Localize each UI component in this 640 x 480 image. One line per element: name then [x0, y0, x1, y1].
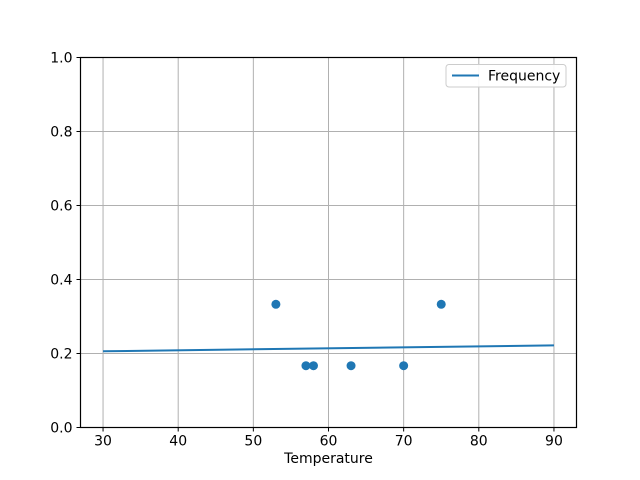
- gridlines: [80, 57, 577, 428]
- x-tick-labels: 30 40 50 60 70 80 90: [94, 434, 563, 450]
- y-tick-label: 0.4: [50, 273, 72, 289]
- scatter-point: [271, 299, 281, 309]
- line-series: [103, 344, 554, 353]
- legend: Frequency: [445, 64, 567, 88]
- scatter-point: [436, 299, 446, 309]
- scatter-point: [346, 361, 356, 371]
- legend-label: Frequency: [488, 69, 560, 85]
- x-tick-label: 50: [244, 434, 262, 450]
- x-axis-label: Temperature: [283, 451, 373, 467]
- x-tick-label: 90: [545, 434, 563, 450]
- axis-ticks: [76, 57, 555, 432]
- x-tick-label: 80: [470, 434, 488, 450]
- scatter-point: [301, 361, 311, 371]
- y-tick-label: 0.6: [50, 199, 72, 215]
- x-tick-label: 60: [320, 434, 338, 450]
- trend-line: [103, 344, 554, 353]
- scatter-series: [271, 299, 446, 371]
- x-tick-label: 30: [94, 434, 112, 450]
- x-tick-label: 70: [395, 434, 413, 450]
- y-tick-label: 0.2: [50, 347, 72, 363]
- y-tick-label: 1.0: [50, 51, 72, 67]
- y-tick-labels: 0.0 0.2 0.4 0.6 0.8 1.0: [50, 51, 72, 437]
- scatter-point: [308, 361, 318, 371]
- y-tick-label: 0.8: [50, 125, 72, 141]
- legend-box: [445, 64, 567, 88]
- scatter-point: [399, 361, 409, 371]
- y-tick-label: 0.0: [50, 421, 72, 437]
- x-tick-label: 40: [169, 434, 187, 450]
